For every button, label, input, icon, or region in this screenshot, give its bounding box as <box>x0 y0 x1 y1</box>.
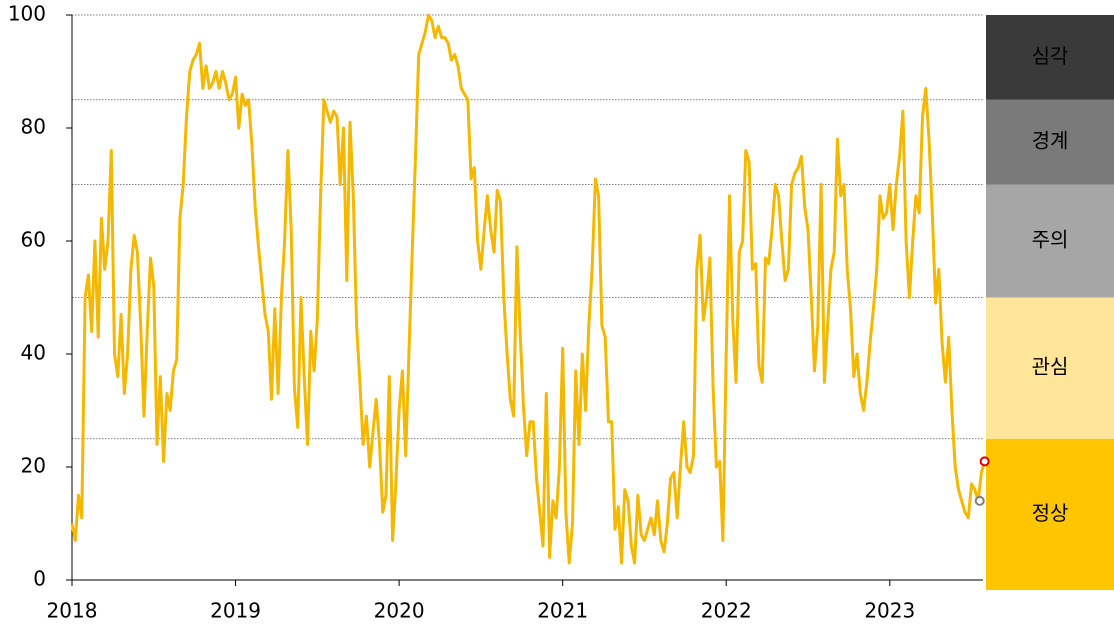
x-tick-label: 2022 <box>701 599 752 623</box>
status-label: 심각 <box>1032 44 1069 68</box>
y-tick-label: 60 <box>21 228 46 252</box>
status-band <box>986 297 1114 439</box>
y-tick-label: 0 <box>33 567 46 591</box>
status-label: 관심 <box>1032 355 1069 379</box>
status-band <box>986 15 1114 100</box>
y-tick-label: 80 <box>21 115 46 139</box>
point-marker <box>974 495 985 506</box>
y-tick-label: 100 <box>8 2 46 26</box>
x-tick-label: 2020 <box>374 599 425 623</box>
status-band <box>986 438 1114 590</box>
x-tick-label: 2023 <box>864 599 915 623</box>
data-line <box>70 13 987 565</box>
point-marker <box>979 456 990 467</box>
y-tick-label: 40 <box>21 341 46 365</box>
status-label: 정상 <box>1032 501 1069 525</box>
status-label: 주의 <box>1032 228 1069 252</box>
status-label: 경계 <box>1032 129 1069 153</box>
x-tick-label: 2019 <box>210 599 261 623</box>
x-tick-label: 2018 <box>47 599 98 623</box>
x-tick-label: 2021 <box>537 599 588 623</box>
status-band <box>986 99 1114 185</box>
status-band <box>986 184 1114 298</box>
y-tick-label: 20 <box>21 454 46 478</box>
